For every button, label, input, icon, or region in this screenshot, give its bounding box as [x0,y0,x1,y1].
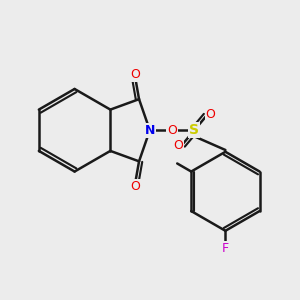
Text: O: O [131,68,140,81]
Text: O: O [206,108,216,121]
Text: F: F [222,242,229,254]
Text: O: O [173,140,183,152]
Text: O: O [167,124,177,137]
Text: O: O [131,180,140,193]
Text: S: S [189,123,199,137]
Text: N: N [145,124,155,137]
